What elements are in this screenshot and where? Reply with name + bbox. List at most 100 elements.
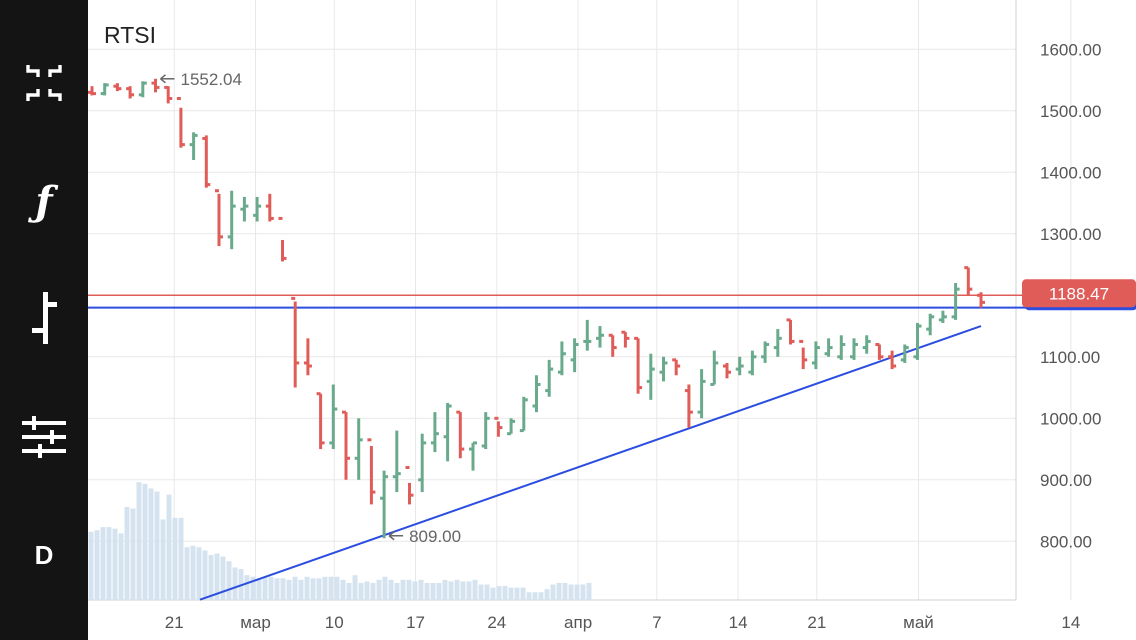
chart-title: RTSI	[104, 22, 156, 48]
x-tick-label: май	[903, 613, 934, 632]
ohlc-bar	[710, 350, 719, 386]
y-tick-label: 900.00	[1040, 471, 1092, 490]
volume-bar	[112, 528, 118, 600]
volume-bar	[562, 582, 568, 600]
function-glyph: ƒ	[35, 177, 53, 225]
volume-bar	[178, 517, 184, 600]
ohlc-bar	[519, 396, 528, 433]
ohlc-bar	[253, 196, 262, 222]
volume-bar	[430, 582, 436, 600]
ohlc-bar	[126, 86, 135, 99]
ohlc-bar	[456, 410, 465, 459]
ohlc-bar	[659, 356, 668, 382]
volume-bar	[460, 581, 466, 600]
ohlc-bar	[392, 430, 401, 493]
volume-bar	[322, 576, 328, 600]
level-lines	[88, 294, 1026, 309]
volume-bar	[118, 533, 124, 600]
volume-bar	[580, 584, 586, 600]
ohlc-bar	[303, 338, 312, 376]
volume-bar	[586, 582, 592, 600]
volume-bar	[532, 592, 538, 600]
volume-bar	[472, 579, 478, 600]
volume-bar	[556, 582, 562, 600]
ohlc-bar	[354, 418, 363, 480]
timeframe-button[interactable]: D	[0, 520, 88, 590]
volume-bar	[550, 584, 556, 600]
ohlc-bar	[926, 313, 935, 336]
volume-bar	[382, 576, 388, 600]
volume-bar	[316, 578, 322, 600]
volume-bar	[436, 582, 442, 600]
ohlc-bar	[850, 338, 858, 360]
fullscreen-icon[interactable]	[0, 48, 88, 118]
function-icon[interactable]: ƒ	[0, 166, 88, 236]
annotation-arrow-head	[388, 531, 395, 541]
ohlc-bar	[316, 392, 325, 450]
settings-sliders-icon[interactable]	[0, 402, 88, 472]
high-annotation: 1552.04	[160, 70, 242, 89]
volume-bar	[310, 578, 316, 600]
volume-bar	[442, 579, 448, 600]
annotations: 1552.04 809.00	[160, 70, 461, 546]
volume-bar	[256, 578, 262, 600]
ohlc-bar	[443, 402, 452, 462]
ohlc-bar	[532, 375, 541, 413]
y-tick-label: 1500.00	[1040, 102, 1101, 121]
y-tick-label: 1000.00	[1040, 409, 1101, 428]
price-chart[interactable]: 1552.04 809.00 1600.00 1500.00 1400.00 1300.…	[88, 0, 1136, 640]
ohlc-bar	[469, 441, 477, 471]
ohlc-bar	[189, 132, 198, 160]
volume-bar	[376, 579, 382, 600]
volume-bar	[388, 579, 394, 600]
ohlc-bar	[138, 81, 147, 98]
volume-bar	[250, 576, 256, 600]
ohlc-bar	[430, 412, 439, 453]
ohlc-bar	[862, 335, 871, 354]
ohlc-bar	[951, 283, 960, 320]
volume-bar	[544, 589, 550, 600]
volume-bar	[364, 581, 370, 600]
volume-bar	[202, 550, 208, 600]
annotation-label: 809.00	[409, 527, 461, 546]
ohlc-bar	[176, 97, 185, 148]
annotation-label: 1552.04	[181, 70, 242, 89]
ohlc-bar	[100, 83, 109, 96]
ohlc-bar	[507, 418, 516, 436]
ohlc-bar	[342, 410, 350, 480]
volume-bar	[466, 581, 472, 600]
volume-bar	[214, 553, 220, 600]
ohlc-bar	[723, 362, 731, 379]
ohlc-bar	[596, 326, 604, 348]
ohlc-bar	[329, 384, 338, 450]
ohlc-bar	[977, 292, 985, 308]
ohlc-bar	[938, 310, 947, 323]
volume-bar	[340, 579, 346, 600]
ohlc-bar	[964, 266, 973, 296]
grid	[88, 0, 1072, 601]
volume-bar	[334, 576, 340, 600]
ohlc-bar	[265, 193, 274, 222]
ohlc-bar	[837, 335, 846, 360]
volume-bar	[490, 587, 496, 600]
ohlc-bar	[824, 338, 833, 357]
ohlc-bar	[113, 83, 122, 92]
x-axis: 21мар101724апр71421май142126	[165, 613, 1081, 632]
volume-bar	[142, 483, 148, 600]
ohlc-bar-icon[interactable]	[0, 283, 88, 353]
last-price-tag	[1022, 279, 1136, 308]
volume-bar	[154, 491, 160, 600]
timeframe-label: D	[34, 539, 54, 570]
x-tick-label: 21	[165, 613, 184, 632]
volume-bar	[520, 587, 526, 600]
volume-bar	[208, 555, 214, 600]
ohlc-bar	[672, 358, 681, 376]
volume-bar	[94, 530, 100, 600]
volume-bar	[166, 494, 172, 600]
volume-bar	[124, 507, 130, 600]
x-tick-label: 21	[807, 613, 826, 632]
ohlc-bar	[557, 341, 566, 376]
ohlc-bar	[608, 333, 617, 357]
volume-bar	[130, 508, 136, 600]
volume-bar	[508, 587, 514, 600]
